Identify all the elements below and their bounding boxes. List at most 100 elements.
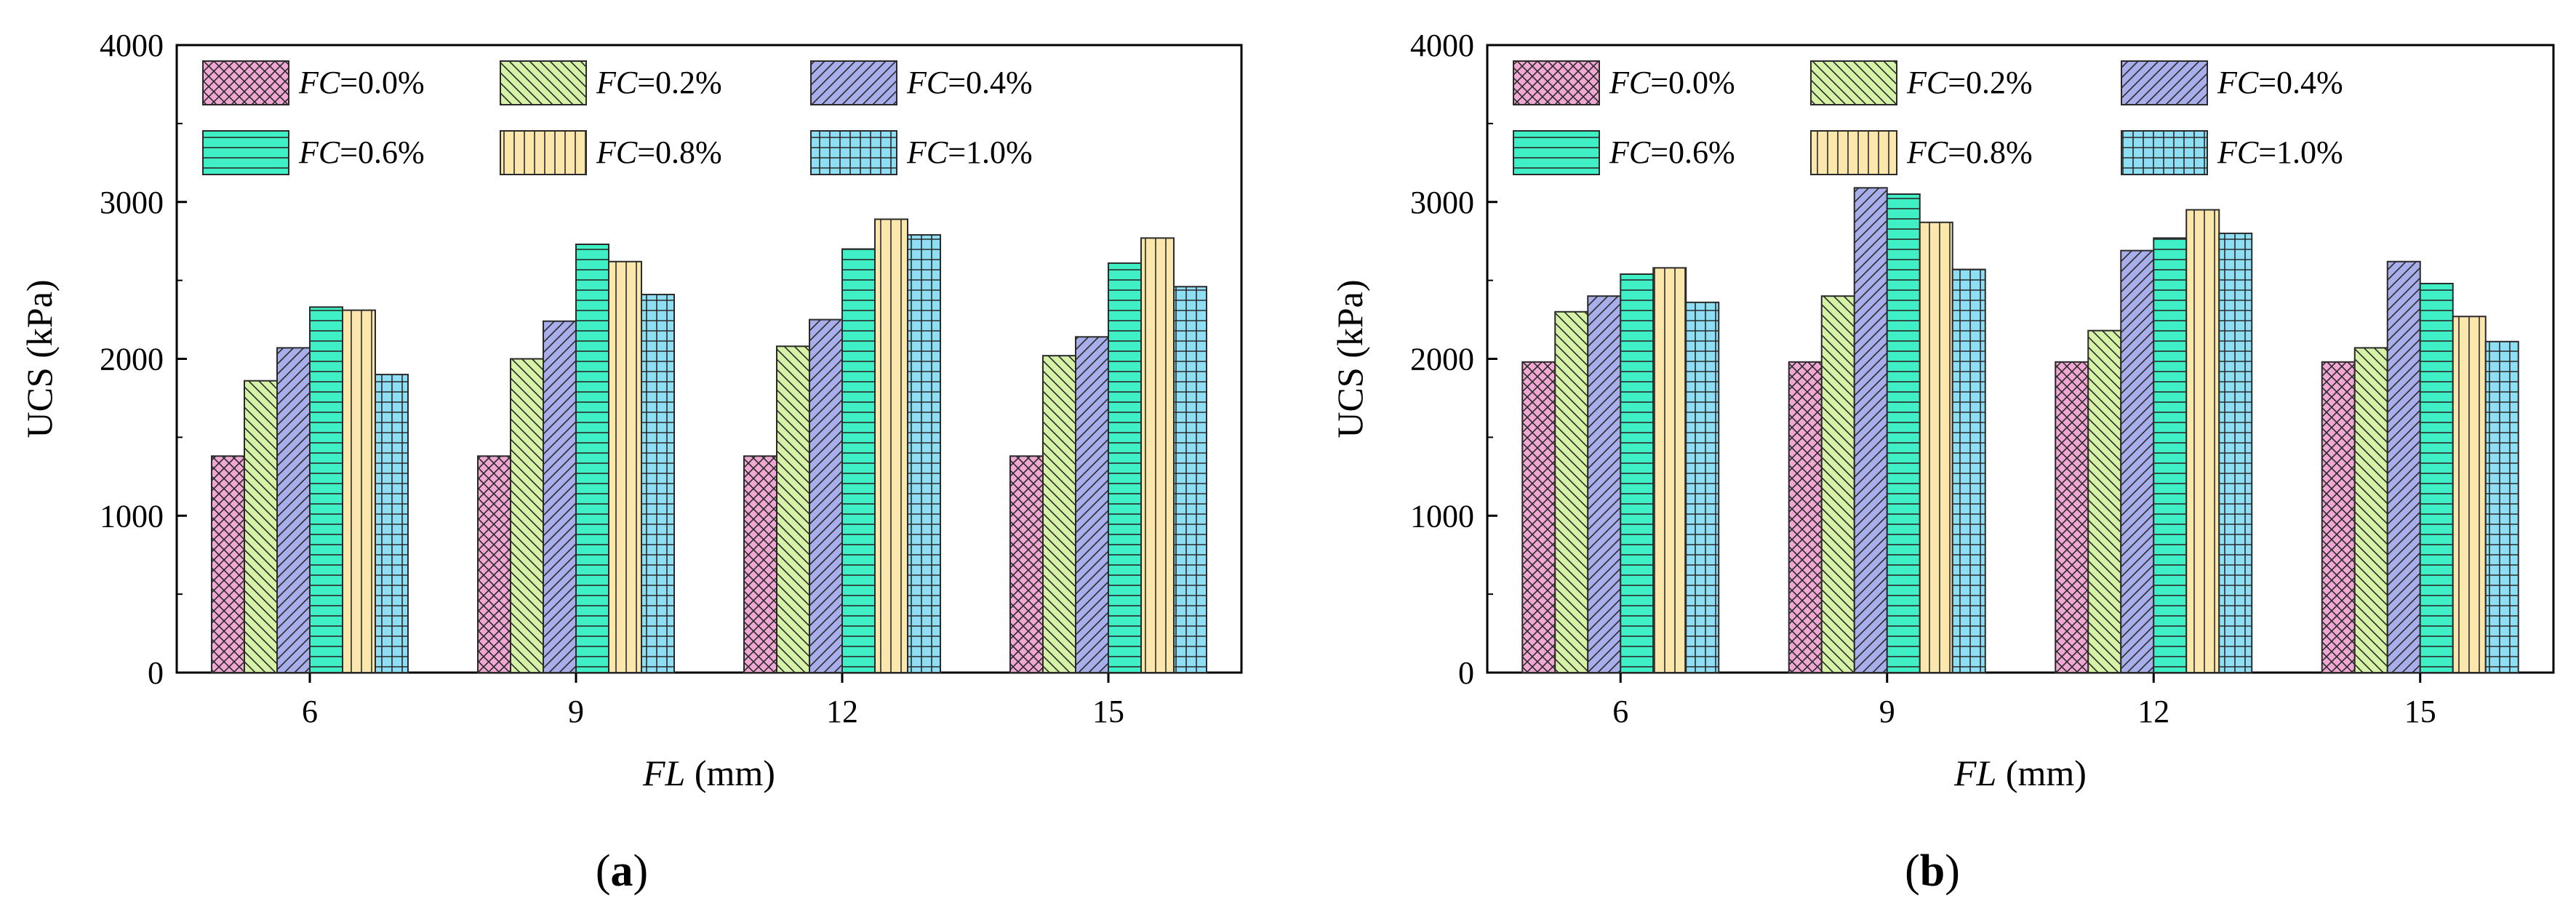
legend-name-rest: =0.4% bbox=[948, 65, 1032, 100]
bar-pb-series-0-cat-3 bbox=[2321, 361, 2356, 673]
y-tick-label: 4000 bbox=[1410, 28, 1474, 63]
legend-name-rest: =0.0% bbox=[1650, 65, 1735, 100]
legend-entry-5: FC=1.0% bbox=[906, 135, 1033, 170]
legend-entry-1: FC=0.2% bbox=[1906, 65, 2033, 100]
y-tick-label: 1000 bbox=[1410, 498, 1474, 534]
legend-swatch-3 bbox=[202, 130, 289, 175]
x-axis-title-italic: FL bbox=[642, 753, 685, 793]
panel-label-1: (b) bbox=[1905, 846, 1960, 896]
bar-pb-series-2-cat-1 bbox=[1853, 187, 1888, 673]
panel-label-0: (a) bbox=[596, 846, 648, 896]
y-tick-label: 3000 bbox=[100, 185, 164, 220]
y-tick-label: 0 bbox=[148, 655, 164, 691]
bar-pa-series-0-cat-2 bbox=[743, 455, 777, 673]
y-tick-label: 0 bbox=[1458, 655, 1474, 691]
bar-pa-series-3-cat-3 bbox=[1108, 262, 1142, 673]
legend-name-italic: FC bbox=[906, 65, 948, 100]
x-tick-label: 6 bbox=[302, 694, 318, 729]
legend-swatch-3 bbox=[1513, 130, 1600, 175]
y-tick-label: 2000 bbox=[1410, 342, 1474, 377]
legend-name-rest: =1.0% bbox=[948, 135, 1032, 170]
y-tick-label: 1000 bbox=[100, 498, 164, 534]
bar-pb-series-4-cat-3 bbox=[2452, 316, 2487, 673]
legend-name-rest: =0.8% bbox=[1948, 135, 2032, 170]
legend-name-italic: FC bbox=[596, 65, 638, 100]
legend-entry-2: FC=0.4% bbox=[906, 65, 1033, 100]
x-axis-title-rest: (mm) bbox=[685, 753, 775, 793]
bar-pa-series-2-cat-2 bbox=[809, 318, 843, 673]
bar-pa-series-4-cat-2 bbox=[874, 218, 908, 674]
y-tick-label: 4000 bbox=[100, 28, 164, 63]
legend-name-italic: FC bbox=[2217, 65, 2259, 100]
bar-pb-series-0-cat-2 bbox=[2055, 361, 2089, 673]
x-tick-label: 15 bbox=[2404, 694, 2436, 729]
legend-name-italic: FC bbox=[906, 135, 948, 170]
legend-name-rest: =0.8% bbox=[637, 135, 721, 170]
bar-pb-series-3-cat-2 bbox=[2153, 237, 2188, 673]
panel-label-open: ( bbox=[596, 846, 611, 896]
bar-pa-series-4-cat-0 bbox=[342, 309, 376, 673]
legend-name-rest: =1.0% bbox=[2258, 135, 2343, 170]
bar-pb-series-1-cat-1 bbox=[1820, 295, 1855, 673]
x-tick-label: 6 bbox=[1612, 694, 1628, 729]
legend-swatch-2 bbox=[2121, 60, 2208, 105]
legend-name-italic: FC bbox=[1906, 65, 1948, 100]
bar-pa-series-1-cat-0 bbox=[244, 380, 278, 674]
x-tick-label: 15 bbox=[1092, 694, 1124, 729]
x-axis-title: FL (mm) bbox=[1953, 753, 2087, 793]
legend-entry-0: FC=0.0% bbox=[298, 65, 425, 100]
bar-pa-series-4-cat-3 bbox=[1140, 237, 1175, 673]
bar-pb-series-3-cat-1 bbox=[1886, 193, 1921, 673]
legend-name-rest: =0.2% bbox=[637, 65, 721, 100]
bar-pb-series-3-cat-0 bbox=[1620, 273, 1655, 673]
legend-name-italic: FC bbox=[2217, 135, 2259, 170]
bar-pb-series-3-cat-3 bbox=[2419, 282, 2454, 673]
x-tick-label: 12 bbox=[2137, 694, 2169, 729]
legend-name-italic: FC bbox=[298, 65, 340, 100]
legend-entry-0: FC=0.0% bbox=[1609, 65, 1735, 100]
legend-swatch-1 bbox=[500, 60, 587, 105]
bar-pa-series-5-cat-3 bbox=[1173, 286, 1207, 673]
legend-entry-3: FC=0.6% bbox=[298, 135, 425, 170]
legend-entry-4: FC=0.8% bbox=[596, 135, 722, 170]
y-tick-label: 3000 bbox=[1410, 185, 1474, 220]
bar-pb-series-5-cat-3 bbox=[2484, 340, 2519, 673]
x-axis-title-rest: (mm) bbox=[1996, 753, 2087, 793]
x-tick-label: 12 bbox=[826, 694, 858, 729]
legend-swatch-4 bbox=[1810, 130, 1897, 175]
legend-swatch-0 bbox=[202, 60, 289, 105]
bar-pb-series-5-cat-0 bbox=[1685, 301, 1720, 673]
bar-pb-series-2-cat-0 bbox=[1587, 295, 1622, 673]
legend-entry-3: FC=0.6% bbox=[1609, 135, 1735, 170]
legend-swatch-0 bbox=[1513, 60, 1600, 105]
bar-pa-series-2-cat-3 bbox=[1075, 336, 1109, 673]
legend-name-italic: FC bbox=[596, 135, 638, 170]
bar-pb-series-4-cat-2 bbox=[2185, 209, 2220, 674]
legend-name-italic: FC bbox=[1906, 135, 1948, 170]
bar-pa-series-5-cat-0 bbox=[375, 374, 409, 673]
bar-pa-series-1-cat-3 bbox=[1042, 355, 1076, 673]
bar-pa-series-3-cat-1 bbox=[575, 244, 609, 673]
y-axis-title: UCS (kPa) bbox=[19, 279, 60, 438]
bar-pa-series-2-cat-0 bbox=[276, 347, 311, 673]
bar-pa-series-1-cat-2 bbox=[776, 345, 810, 673]
legend-name-italic: FC bbox=[298, 135, 340, 170]
bar-pb-series-4-cat-1 bbox=[1919, 221, 1953, 673]
panel-labels: (a) (b) bbox=[596, 846, 1960, 896]
legend-name-rest: =0.0% bbox=[340, 65, 424, 100]
legend-name-rest: =0.6% bbox=[340, 135, 424, 170]
legend-swatch-1 bbox=[1810, 60, 1897, 105]
bar-pa-series-0-cat-3 bbox=[1009, 455, 1044, 673]
bar-pb-series-5-cat-1 bbox=[1951, 268, 1986, 673]
bar-pa-series-5-cat-1 bbox=[641, 294, 675, 674]
panel-label-close: ) bbox=[633, 846, 649, 896]
legend-name-italic: FC bbox=[1609, 65, 1651, 100]
bar-pb-series-1-cat-0 bbox=[1554, 310, 1589, 673]
legend-swatch-4 bbox=[500, 130, 587, 175]
panel-label-close: ) bbox=[1945, 846, 1960, 896]
legend-swatch-2 bbox=[810, 60, 897, 105]
x-tick-label: 9 bbox=[568, 694, 584, 729]
